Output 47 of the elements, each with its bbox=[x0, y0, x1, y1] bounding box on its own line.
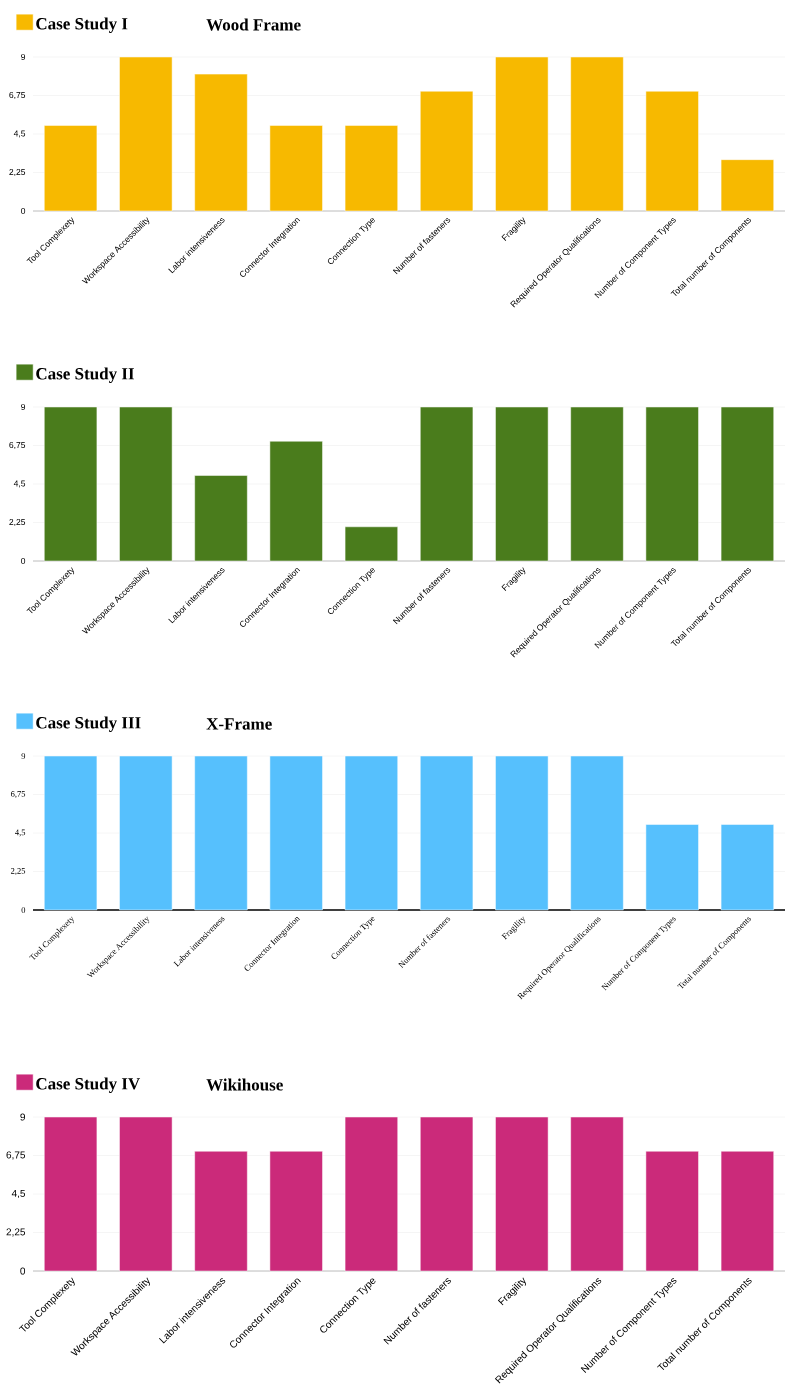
chart-subtitle: X-Frame bbox=[206, 718, 272, 730]
bar bbox=[420, 406, 474, 562]
bar bbox=[194, 475, 248, 562]
bar bbox=[269, 440, 323, 562]
y-tick-label: 9 bbox=[20, 1113, 25, 1121]
chart-subtitle: Wikihouse bbox=[206, 1078, 283, 1091]
bar bbox=[420, 90, 474, 212]
bar bbox=[645, 90, 699, 212]
y-tick-label: 6,75 bbox=[10, 791, 26, 798]
y-tick-label: 2,25 bbox=[9, 519, 26, 527]
bar bbox=[119, 56, 173, 212]
y-tick-label: 6,75 bbox=[9, 442, 26, 450]
bar bbox=[495, 406, 549, 562]
y-tick-label: 9 bbox=[21, 404, 26, 411]
y-tick-label: 2,25 bbox=[6, 1228, 26, 1237]
y-tick-label: 9 bbox=[21, 753, 26, 759]
bar bbox=[570, 56, 624, 212]
y-tick-label: 4,5 bbox=[11, 1189, 26, 1199]
bar bbox=[44, 125, 98, 212]
y-tick-label: 4,5 bbox=[15, 829, 26, 837]
y-tick-label: 2,25 bbox=[9, 169, 26, 177]
legend-label: Case Study IV bbox=[36, 1077, 141, 1093]
bar bbox=[720, 159, 774, 212]
y-tick-label: 0 bbox=[21, 907, 26, 913]
y-tick-label: 4,5 bbox=[13, 480, 26, 488]
bar bbox=[194, 73, 248, 212]
bar bbox=[570, 406, 624, 562]
legend-label: Case Study III bbox=[36, 716, 141, 732]
y-tick-label: 2,25 bbox=[10, 868, 26, 875]
bar bbox=[344, 125, 398, 212]
bar bbox=[344, 526, 398, 562]
bar bbox=[495, 56, 549, 212]
y-tick-label: 6,75 bbox=[6, 1151, 26, 1160]
bar bbox=[44, 406, 98, 562]
chart-subtitle: Wood Frame bbox=[206, 18, 301, 31]
legend-label: Case Study I bbox=[36, 17, 128, 33]
bar bbox=[645, 406, 699, 562]
y-tick-label: 4,5 bbox=[13, 130, 26, 138]
y-tick-label: 0 bbox=[21, 558, 26, 565]
legend-label: Case Study II bbox=[36, 367, 134, 383]
y-tick-label: 0 bbox=[21, 208, 26, 214]
y-tick-label: 9 bbox=[21, 54, 26, 61]
y-tick-label: 6,75 bbox=[9, 92, 26, 100]
y-tick-label: 0 bbox=[20, 1267, 26, 1275]
bar bbox=[119, 406, 173, 562]
bar bbox=[720, 406, 774, 562]
bar bbox=[269, 125, 323, 212]
